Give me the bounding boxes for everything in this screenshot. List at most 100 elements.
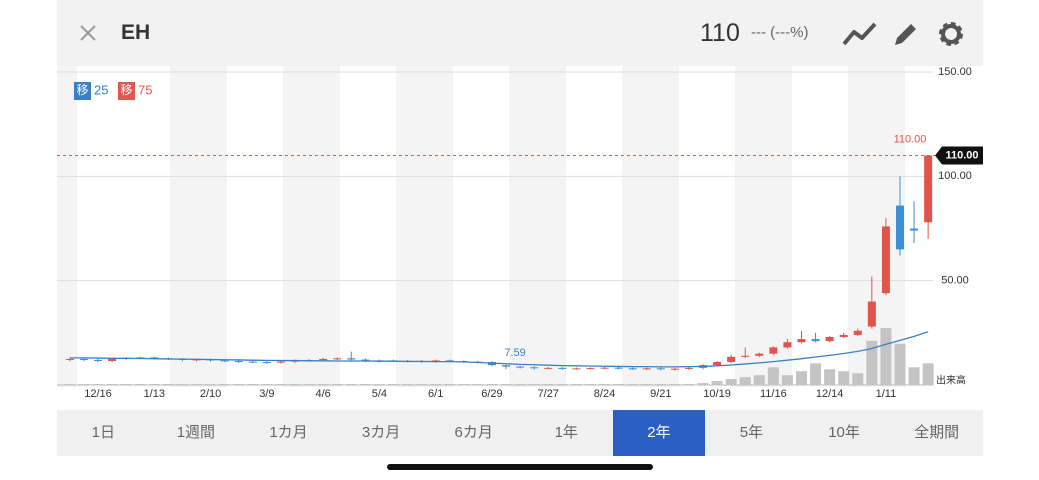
- candle-body: [361, 359, 370, 362]
- volume-bar: [373, 384, 385, 385]
- period-tab[interactable]: 6カ月: [454, 424, 493, 441]
- volume-bar: [78, 384, 90, 385]
- x-tick-label: 3/9: [259, 388, 274, 400]
- x-tick-label: 5/4: [372, 388, 387, 400]
- candle-body: [670, 368, 679, 370]
- volume-bar: [824, 369, 836, 385]
- volume-bar: [627, 384, 639, 385]
- volume-bar: [458, 384, 470, 385]
- candle-body: [108, 358, 117, 362]
- period-tab[interactable]: 5年: [739, 424, 764, 441]
- candle-body: [319, 358, 328, 360]
- stripe: [170, 66, 227, 387]
- volume-bar: [810, 363, 822, 385]
- candle-body: [347, 358, 356, 360]
- volume-bar: [880, 328, 892, 385]
- candle-body: [79, 358, 88, 360]
- volume-bar: [190, 384, 202, 385]
- volume-bar: [584, 384, 596, 385]
- period-tab[interactable]: 1日: [91, 424, 115, 441]
- x-tick-label: 6/29: [481, 388, 502, 400]
- symbol: EH: [121, 21, 151, 44]
- candle-body: [642, 368, 651, 370]
- volume-bar: [641, 384, 653, 385]
- volume-bar: [134, 384, 146, 385]
- x-tick-label: 2/10: [200, 388, 221, 400]
- period-tab[interactable]: 全期間: [914, 424, 960, 441]
- volume-bar: [162, 384, 174, 385]
- candle-body: [544, 367, 553, 369]
- volume-bar: [894, 343, 906, 385]
- volume-bar: [317, 384, 329, 385]
- period-tab[interactable]: 1年: [554, 424, 578, 441]
- volume-bar: [289, 384, 301, 385]
- change: --- (---%): [751, 24, 809, 41]
- legend-swatch: [74, 82, 91, 100]
- volume-bar: [655, 384, 667, 385]
- candle-body: [741, 355, 750, 357]
- volume-bar: [767, 367, 779, 385]
- chart-type-button[interactable]: [842, 20, 878, 48]
- volume-bar: [796, 371, 807, 385]
- candle-body: [628, 368, 637, 370]
- volume-bar: [697, 383, 709, 385]
- period-tab[interactable]: 10年: [828, 424, 860, 441]
- volume-bar: [486, 384, 498, 385]
- candle-body: [276, 361, 285, 363]
- period-tab[interactable]: 1カ月: [269, 424, 308, 441]
- period-tab[interactable]: 2年: [612, 410, 706, 456]
- period-tab[interactable]: 3カ月: [361, 424, 401, 441]
- candle-body: [727, 356, 736, 363]
- candle-body: [502, 365, 511, 367]
- volume-bar: [838, 371, 850, 385]
- candle-body: [895, 205, 904, 250]
- volume-bar: [64, 384, 76, 385]
- x-tick-label: 6/1: [428, 388, 443, 400]
- volume-bar: [416, 384, 428, 385]
- home-indicator: [387, 464, 653, 470]
- volume-bar: [908, 367, 920, 385]
- x-tick-label: 12/14: [816, 388, 844, 400]
- candle-body: [769, 347, 778, 354]
- volume-bar: [514, 384, 526, 385]
- volume-bar: [852, 373, 864, 385]
- x-tick-label: 1/11: [876, 388, 897, 400]
- candle-body: [234, 361, 243, 363]
- y-tick-label: 150.00: [938, 66, 972, 78]
- x-tick-label: 4/6: [315, 388, 330, 400]
- volume-bar: [233, 384, 245, 385]
- candle-body: [586, 368, 595, 370]
- candle-body: [839, 334, 848, 338]
- stripe: [622, 66, 679, 387]
- period-tab[interactable]: 1週間: [176, 424, 216, 441]
- legend-period: 75: [138, 82, 152, 97]
- candle-body: [910, 228, 919, 231]
- candle-body: [248, 361, 257, 363]
- stripe: [283, 66, 340, 387]
- candle-body: [333, 358, 342, 360]
- candle-body: [558, 367, 567, 369]
- volume-bar: [683, 384, 695, 385]
- volume-bar: [92, 384, 104, 385]
- candle-body: [262, 362, 271, 364]
- candle-body: [881, 226, 890, 294]
- volume-bar: [219, 384, 231, 385]
- volume-bar: [725, 379, 737, 385]
- draw-button[interactable]: [892, 20, 918, 48]
- chart: 50.00 100.00 150.00 出来高 12/16 1/13 2/10 3/9 4/6 5…: [57, 66, 983, 400]
- candle-body: [924, 155, 933, 223]
- settings-button[interactable]: [937, 20, 965, 48]
- legend-period: 25: [94, 82, 108, 97]
- candle-body: [853, 330, 862, 335]
- x-tick-label: 9/21: [650, 388, 671, 400]
- candle-body: [600, 367, 609, 369]
- close-button[interactable]: [79, 24, 97, 42]
- x-tick-label: 7/27: [538, 388, 559, 400]
- volume-bar: [866, 340, 878, 385]
- y-tick-label: 50.00: [941, 275, 969, 287]
- low-annotation: 7.59: [504, 347, 525, 359]
- volume-bar: [472, 384, 484, 385]
- volume-bar: [275, 384, 287, 385]
- volume-bar: [247, 384, 259, 385]
- x-tick-label: 12/16: [84, 388, 112, 400]
